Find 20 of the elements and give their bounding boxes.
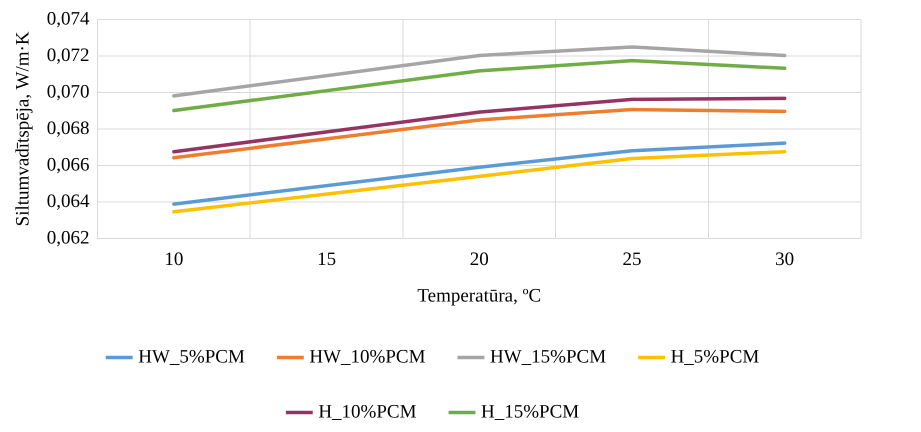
legend-label: HW_5%PCM [138, 346, 245, 368]
y-tick-label: 0,074 [46, 8, 90, 30]
y-tick-label: 0,072 [46, 44, 90, 66]
y-tick-label: 0,064 [46, 190, 90, 212]
x-tick-label: 25 [622, 248, 642, 270]
legend-label: HW_15%PCM [490, 346, 606, 368]
x-tick-label: 20 [470, 248, 489, 270]
legend-label: HW_10%PCM [309, 346, 426, 368]
x-axis-title: Temperatūra, ºC [417, 286, 542, 307]
legend-label: H_10%PCM [318, 401, 417, 422]
y-tick-label: 0,068 [46, 118, 90, 139]
x-tick-label: 30 [775, 248, 794, 270]
legend-label: H_5%PCM [670, 346, 760, 368]
y-tick-label: 0,066 [46, 154, 90, 176]
y-tick-label: 0,062 [46, 227, 90, 248]
y-tick-label: 0,070 [46, 81, 90, 102]
legend-label: H_15%PCM [481, 401, 580, 422]
x-tick-label: 15 [317, 248, 336, 270]
y-axis-title: Siltumvadītspēja, W/m·K [12, 31, 34, 226]
x-tick-label: 10 [164, 248, 184, 270]
